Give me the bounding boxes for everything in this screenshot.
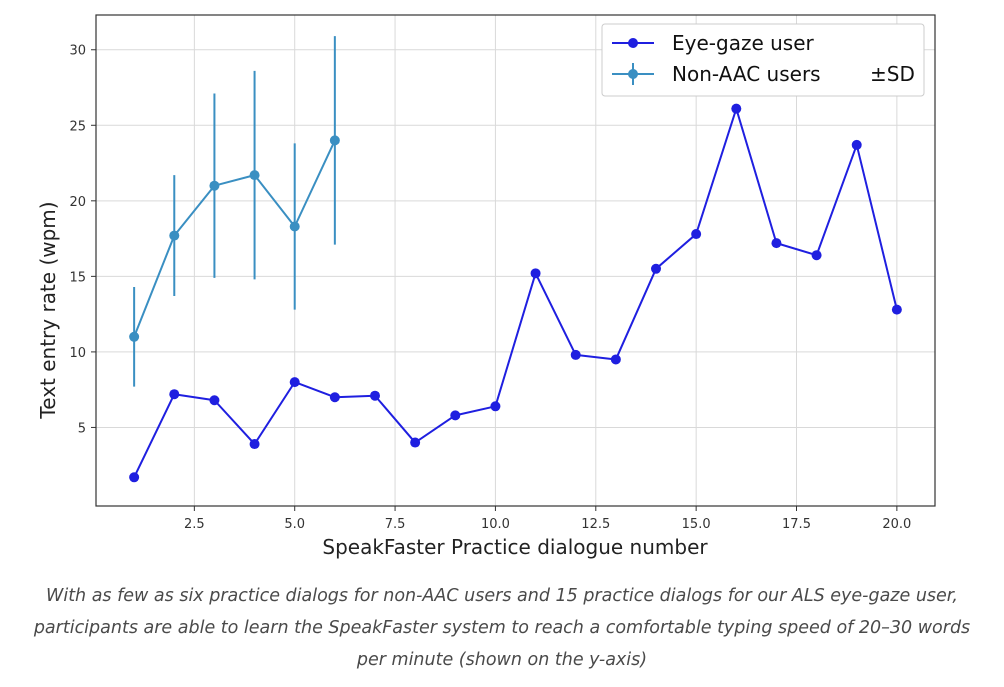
x-tick-label: 5.0	[284, 517, 305, 532]
x-tick-label: 15.0	[682, 517, 711, 532]
data-point-eye-gaze	[610, 354, 621, 365]
x-tick-label: 20.0	[882, 517, 911, 532]
x-tick-label: 17.5	[782, 517, 811, 532]
data-point-eye-gaze	[731, 103, 742, 114]
data-point-eye-gaze	[851, 139, 862, 150]
legend-marker-eye-gaze	[628, 38, 638, 48]
series-line-eye-gaze	[133, 107, 898, 478]
data-point-eye-gaze	[891, 304, 902, 315]
figure-caption: With as few as six practice dialogs for …	[33, 586, 971, 670]
data-point-non-aac	[209, 180, 220, 191]
data-point-eye-gaze	[771, 238, 782, 249]
series-non-aac	[129, 36, 340, 387]
legend-sd-label: ±SD	[870, 62, 915, 86]
data-point-eye-gaze	[450, 410, 461, 421]
x-axis-title: SpeakFaster Practice dialogue number	[322, 535, 708, 559]
series-layer	[129, 36, 902, 483]
data-point-eye-gaze	[289, 377, 300, 388]
y-axis-ticks: 5 10 15 20 25 30	[69, 44, 96, 436]
data-point-eye-gaze	[329, 392, 340, 403]
data-point-eye-gaze	[811, 250, 822, 261]
series-line-non-aac	[133, 139, 336, 338]
data-point-eye-gaze	[249, 439, 260, 450]
y-axis-title: Text entry rate (wpm)	[36, 201, 60, 419]
legend-label-eye-gaze: Eye-gaze user	[672, 31, 815, 55]
data-point-eye-gaze	[129, 472, 140, 483]
data-point-eye-gaze	[490, 401, 501, 412]
series-eye-gaze	[129, 103, 902, 483]
y-tick-label: 20	[69, 195, 86, 210]
y-tick-label: 5	[78, 421, 86, 436]
data-point-eye-gaze	[570, 349, 581, 360]
x-tick-label: 7.5	[385, 517, 406, 532]
x-tick-label: 10.0	[481, 517, 510, 532]
data-point-non-aac	[329, 135, 340, 146]
line-chart: 2.5 5.0 7.5 10.0 12.5 15.0 17.5 20.0 5 10 15 20 25 3…	[36, 14, 936, 559]
legend-box	[601, 23, 925, 97]
y-tick-label: 30	[69, 44, 86, 59]
y-tick-label: 15	[69, 270, 86, 285]
data-point-non-aac	[169, 230, 180, 241]
x-axis-ticks: 2.5 5.0 7.5 10.0 12.5 15.0 17.5 20.0	[184, 506, 911, 532]
data-point-eye-gaze	[169, 389, 180, 400]
data-point-eye-gaze	[691, 229, 702, 240]
data-point-non-aac	[289, 221, 300, 232]
y-tick-label: 10	[69, 346, 86, 361]
data-point-eye-gaze	[651, 263, 662, 274]
data-point-non-aac	[249, 170, 260, 181]
data-point-eye-gaze	[209, 395, 220, 406]
data-point-eye-gaze	[410, 437, 421, 448]
gridlines	[96, 15, 935, 506]
plot-frame	[95, 14, 936, 507]
legend-label-non-aac: Non-AAC users	[672, 62, 821, 86]
y-tick-label: 25	[69, 119, 86, 134]
data-point-eye-gaze	[369, 390, 380, 401]
x-tick-label: 2.5	[184, 517, 205, 532]
data-point-non-aac	[129, 331, 140, 342]
x-tick-label: 12.5	[581, 517, 610, 532]
legend-marker-non-aac	[628, 69, 638, 79]
legend: Eye-gaze user Non-AAC users ±SD	[601, 23, 925, 97]
data-point-eye-gaze	[530, 268, 541, 279]
